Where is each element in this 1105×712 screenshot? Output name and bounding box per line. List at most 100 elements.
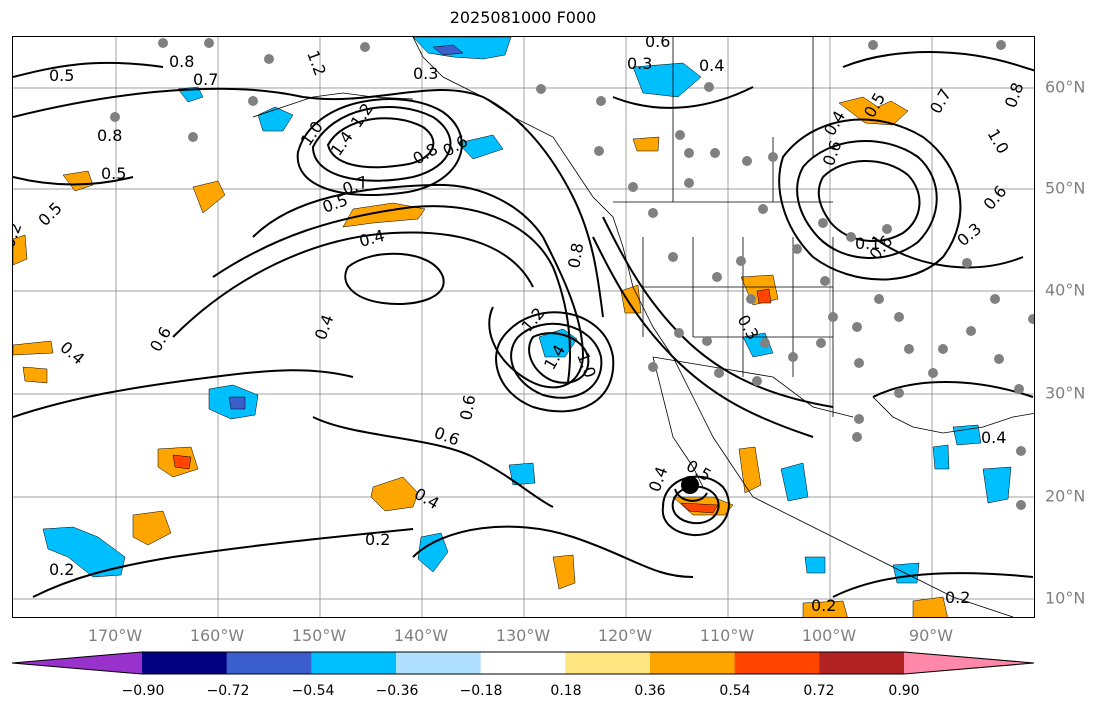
contour-label: 0.5 bbox=[49, 66, 74, 85]
station-marker bbox=[110, 112, 120, 122]
colorbar-outline bbox=[11, 651, 1035, 675]
contour-line bbox=[872, 236, 1024, 269]
contour-label: 0.3 bbox=[627, 54, 652, 73]
station-marker bbox=[204, 38, 214, 48]
station-marker bbox=[760, 338, 770, 348]
lon-label-120w: 120°W bbox=[597, 626, 653, 645]
station-marker bbox=[894, 388, 904, 398]
contour-line bbox=[312, 416, 554, 508]
station-marker bbox=[1016, 446, 1026, 456]
contour-label: 1.2 bbox=[518, 304, 549, 336]
lon-label-100w: 100°W bbox=[801, 626, 857, 645]
border-us-mexico bbox=[652, 356, 854, 418]
colorbar-extend-low bbox=[12, 652, 142, 674]
lat-label-30n: 30°N bbox=[1045, 383, 1086, 403]
station-marker bbox=[648, 362, 658, 372]
colorbar-tick-label: −0.36 bbox=[375, 683, 419, 699]
colorbar-segment bbox=[650, 652, 736, 674]
station-marker bbox=[704, 82, 714, 92]
station-marker bbox=[854, 358, 864, 368]
contour-line bbox=[13, 87, 604, 318]
station-marker bbox=[1016, 500, 1026, 510]
station-marker bbox=[736, 256, 746, 266]
station-marker bbox=[710, 148, 720, 158]
colorbar-tick-label: −0.54 bbox=[291, 683, 335, 699]
lon-label-170w: 170°W bbox=[87, 626, 143, 645]
contour-label: 0.2 bbox=[945, 588, 970, 607]
patch-orange-14 bbox=[552, 554, 576, 590]
station-marker bbox=[758, 204, 768, 214]
patch-blue-alaska bbox=[432, 44, 464, 56]
colorbar-extend-high bbox=[904, 652, 1034, 674]
contour-label: 0.8 bbox=[410, 139, 442, 168]
storm-center-marker bbox=[681, 476, 699, 494]
contour-label: 0.4 bbox=[357, 226, 387, 251]
lat-label-10n: 10°N bbox=[1045, 588, 1086, 608]
station-marker bbox=[868, 40, 878, 50]
station-marker bbox=[854, 414, 864, 424]
lon-label-140w: 140°W bbox=[393, 626, 449, 645]
station-marker bbox=[994, 354, 1004, 364]
contour-line bbox=[344, 252, 445, 305]
station-marker bbox=[792, 244, 802, 254]
station-marker bbox=[628, 182, 638, 192]
patch-cyan-canada-north bbox=[632, 62, 702, 98]
colorbar-tick-label: 0.18 bbox=[550, 683, 582, 699]
station-marker bbox=[962, 258, 972, 268]
contour-line bbox=[612, 86, 754, 109]
contour-line bbox=[296, 98, 463, 196]
patch-orange-7 bbox=[620, 284, 642, 314]
patch-orange-13 bbox=[132, 510, 172, 546]
contour-line bbox=[412, 525, 694, 578]
colorbar-segment bbox=[480, 652, 566, 674]
contour-label: 0.4 bbox=[56, 338, 88, 369]
patch-cyan-gulf bbox=[257, 106, 294, 132]
colorbar-segment bbox=[311, 652, 397, 674]
station-marker bbox=[816, 338, 826, 348]
contour-label: 0.4 bbox=[311, 312, 338, 342]
contour-line bbox=[832, 572, 1034, 598]
contour-label: 0.4 bbox=[699, 56, 724, 75]
station-marker bbox=[882, 224, 892, 234]
contour-line bbox=[796, 140, 938, 259]
patch-orange-16 bbox=[912, 596, 948, 617]
station-marker bbox=[852, 322, 862, 332]
station-marker bbox=[684, 148, 694, 158]
patch-orange-17 bbox=[802, 600, 848, 617]
station-marker bbox=[712, 272, 722, 282]
contour-label: 1.2 bbox=[303, 48, 330, 78]
patch-cyan-bc bbox=[457, 134, 504, 160]
contour-label: 0.6 bbox=[146, 323, 175, 355]
station-marker bbox=[188, 132, 198, 142]
station-marker bbox=[248, 96, 258, 106]
station-marker bbox=[852, 432, 862, 442]
station-marker bbox=[768, 152, 778, 162]
lat-label-50n: 50°N bbox=[1045, 178, 1086, 198]
lon-label-150w: 150°W bbox=[291, 626, 347, 645]
station-marker bbox=[828, 312, 838, 322]
station-marker bbox=[648, 208, 658, 218]
patch-orange-4 bbox=[13, 234, 28, 266]
station-marker bbox=[1028, 314, 1034, 324]
colorbar-tick-label: 0.36 bbox=[634, 683, 666, 699]
coastline-baja bbox=[652, 356, 704, 488]
station-marker bbox=[820, 276, 830, 286]
contour-line bbox=[495, 311, 615, 413]
coastline-alaska-west bbox=[252, 92, 414, 118]
patch-orange-1 bbox=[62, 170, 94, 192]
lon-label-90w: 90°W bbox=[908, 626, 954, 645]
station-marker bbox=[904, 344, 914, 354]
contour-label: 0.5 bbox=[101, 164, 126, 183]
map-frame: 0.5 0.8 0.7 1.2 0.3 0.6 0.3 0.4 0.8 0.5 … bbox=[12, 36, 1035, 618]
station-marker bbox=[742, 156, 752, 166]
lon-label-130w: 130°W bbox=[495, 626, 551, 645]
station-marker bbox=[714, 368, 724, 378]
station-marker bbox=[752, 376, 762, 386]
patch-orange-10 bbox=[632, 136, 660, 152]
contour-label: 0.6 bbox=[819, 138, 846, 168]
contour-line bbox=[778, 118, 962, 281]
station-marker bbox=[264, 54, 274, 64]
graticule bbox=[13, 37, 1034, 617]
colorbar-tick-label: 0.72 bbox=[803, 683, 835, 699]
contour-line bbox=[817, 159, 921, 242]
